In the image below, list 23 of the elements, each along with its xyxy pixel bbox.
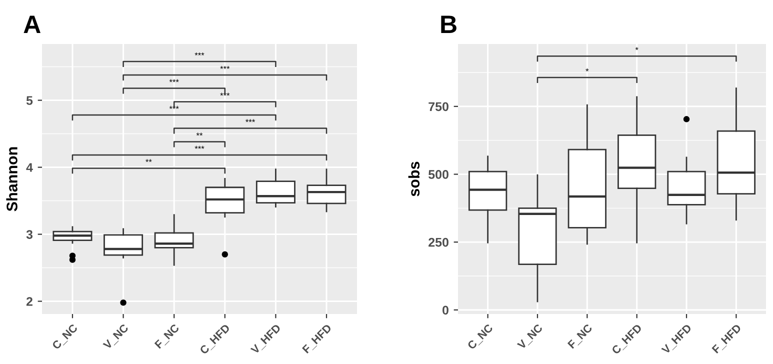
annotation: ***	[220, 92, 230, 96]
annotation: ***	[169, 106, 179, 109]
y-axis-title: Shannon	[6, 147, 18, 212]
chart-title: A	[24, 16, 40, 33]
y-tick-label: 4	[26, 163, 33, 172]
y-tick-label: 5	[26, 96, 33, 105]
y-tick-label: 250	[428, 238, 448, 247]
y-axis-title: sobs	[408, 162, 420, 196]
annotation: **	[196, 132, 203, 136]
y-tick-label: 0	[442, 306, 448, 315]
annotation: *	[586, 68, 589, 72]
y-tick-label: 2	[26, 297, 32, 306]
y-tick-label: 750	[428, 102, 448, 112]
annotation: ***	[220, 66, 230, 69]
chart-title: B	[441, 16, 456, 33]
annotation: ***	[194, 52, 204, 56]
y-tick-label: 500	[428, 170, 448, 179]
annotation: ***	[169, 79, 179, 82]
annotation: ***	[246, 119, 256, 122]
annotation: **	[146, 159, 152, 162]
annotation: *	[635, 47, 638, 50]
annotation: ***	[194, 146, 204, 149]
y-tick-label: 3	[26, 230, 33, 239]
